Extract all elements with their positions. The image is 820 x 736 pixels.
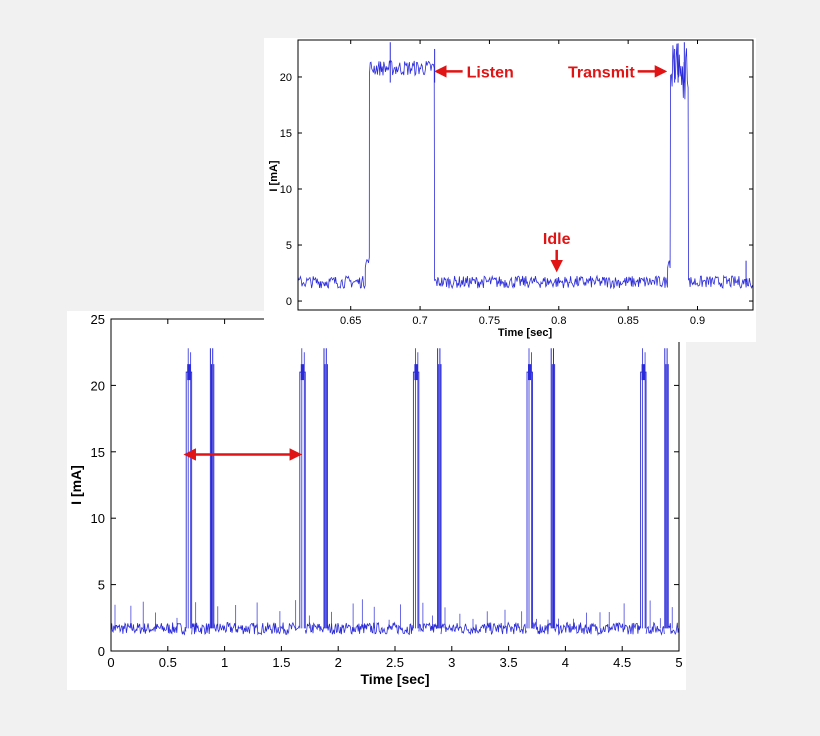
y-tick-label: 25	[91, 312, 105, 327]
x-tick-label: 0	[107, 655, 114, 670]
pulse-2	[299, 348, 328, 629]
x-tick-label: 3.5	[500, 655, 518, 670]
zoom-trace-annotations: Listen Transmit Idle	[434, 64, 668, 273]
x-tick-label: 4.5	[613, 655, 631, 670]
x-tick-label: 2	[335, 655, 342, 670]
baseline-segment-1	[191, 622, 211, 636]
x-tick-label: 0.9	[690, 315, 705, 327]
full-trace-chart: 0 0.5 1 1.5 2 2.5 3 3.5 4 4.5 5 0 5 10 15 20 25 Time [s…	[67, 311, 686, 690]
listen-label: Listen	[467, 64, 514, 81]
y-tick-label: 10	[280, 184, 292, 196]
pulse-4	[526, 348, 556, 629]
x-tick-label: 1	[221, 655, 228, 670]
y-tick-label: 5	[98, 578, 105, 593]
zoom-trace-x-ticks: 0.65 0.7 0.75 0.8 0.85 0.9	[340, 40, 705, 327]
listen-noise	[641, 364, 646, 381]
x-tick-label: 5	[675, 655, 682, 670]
y-tick-label: 10	[91, 511, 105, 526]
y-tick-label: 15	[91, 445, 105, 460]
x-tick-label: 0.85	[617, 315, 638, 327]
baseline-segment-7	[532, 621, 552, 635]
baseline-segment-3	[304, 621, 324, 634]
pulse-3	[412, 348, 442, 629]
y-tick-label: 15	[280, 128, 292, 140]
full-trace-series	[111, 348, 679, 636]
transmit-label: Transmit	[568, 64, 635, 81]
baseline-segment-5	[418, 622, 438, 633]
zoom-trace-x-axis-label: Time [sec]	[498, 327, 553, 339]
y-tick-label: 5	[286, 240, 292, 252]
listen-noise	[300, 364, 305, 381]
y-tick-label: 20	[91, 378, 105, 393]
x-tick-label: 0.8	[551, 315, 566, 327]
full-trace-panel-background	[67, 311, 686, 690]
idle-label: Idle	[543, 231, 571, 248]
pulse-1	[185, 348, 215, 629]
x-tick-label: 0.7	[412, 315, 427, 327]
x-tick-label: 2.5	[386, 655, 404, 670]
x-tick-label: 0.75	[479, 315, 500, 327]
zoom-trace-plot-frame	[297, 39, 754, 311]
listen-annotation: Listen	[434, 64, 514, 81]
baseline-segment-0	[111, 622, 187, 636]
baseline-segment-10	[668, 622, 679, 636]
baseline-segment-2	[213, 621, 300, 636]
zoom-current-trace	[298, 43, 753, 290]
x-tick-label: 1.5	[272, 655, 290, 670]
y-tick-label: 20	[280, 72, 292, 84]
pulse-5	[640, 348, 669, 629]
zoom-trace-panel-background	[264, 38, 756, 342]
y-tick-label: 0	[286, 296, 292, 308]
listen-noise	[528, 364, 532, 381]
full-trace-y-ticks: 0 5 10 15 20 25	[91, 312, 679, 659]
zoom-trace-y-axis-label: I [mA]	[268, 160, 280, 192]
full-trace-x-ticks: 0 0.5 1 1.5 2 2.5 3 3.5 4 4.5 5	[107, 319, 683, 670]
x-tick-label: 3	[448, 655, 455, 670]
full-trace-x-axis-label: Time [sec]	[361, 671, 430, 687]
full-trace-y-axis-label: I [mA]	[68, 465, 84, 505]
zoom-trace-chart: 0.65 0.7 0.75 0.8 0.85 0.9 0 5 10 15 20 Time [sec…	[264, 38, 756, 342]
listen-noise	[414, 364, 418, 381]
baseline-segment-4	[327, 621, 414, 636]
transmit-annotation: Transmit	[568, 64, 668, 81]
x-tick-label: 4	[562, 655, 569, 670]
baseline-segment-8	[554, 621, 641, 636]
x-tick-label: 0.5	[159, 655, 177, 670]
listen-noise	[187, 364, 191, 381]
zoom-trace-y-ticks: 0 5 10 15 20	[280, 72, 753, 308]
x-tick-label: 0.65	[340, 315, 361, 327]
y-tick-label: 0	[98, 644, 105, 659]
baseline-segment-9	[645, 621, 665, 636]
idle-annotation: Idle	[543, 231, 571, 273]
baseline-segment-6	[440, 621, 527, 636]
